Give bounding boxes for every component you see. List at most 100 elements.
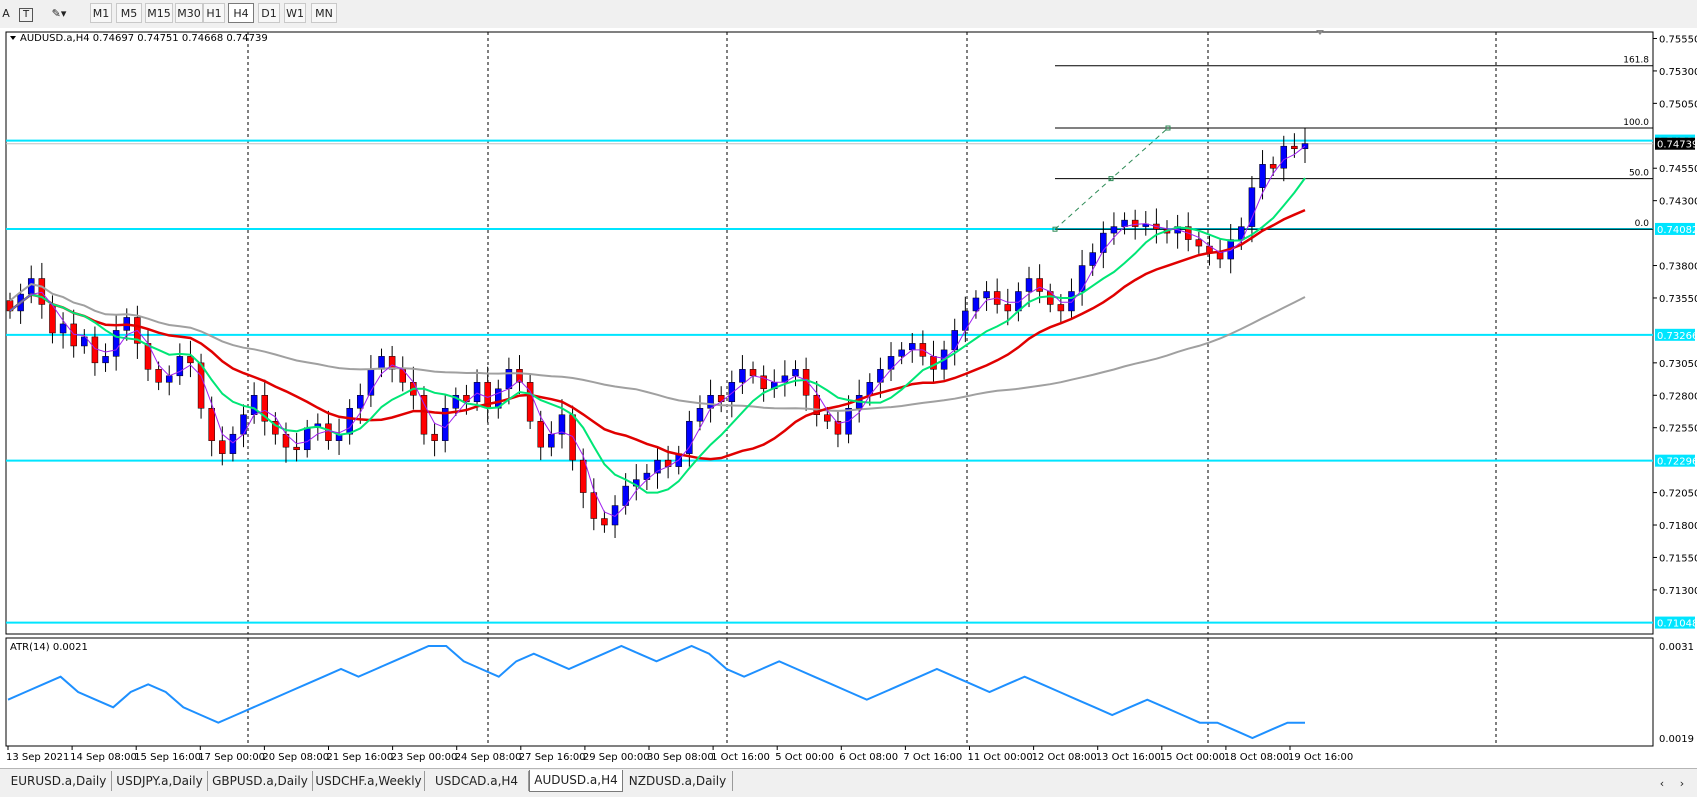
chart-tab[interactable]: USDCHF.a,Weekly	[313, 771, 425, 791]
chart-area[interactable]: 0.75550 0.75300 0.75050 0.74550 0.74300 0.738…	[0, 28, 1697, 768]
timeframe-w1-button[interactable]: W1	[284, 3, 306, 23]
price-axis-label: 0.71550	[1659, 553, 1697, 564]
time-axis-label: 13 Sep 2021	[6, 752, 69, 763]
fib-level-label: 0.0	[1635, 219, 1650, 229]
price-axis-label: 0.75300	[1659, 67, 1697, 78]
bearish-candle	[1195, 239, 1203, 247]
bullish-candle	[898, 349, 905, 357]
chart-shift-marker-icon	[1316, 30, 1324, 35]
fib-level-label: 50.0	[1629, 169, 1649, 179]
bearish-candle	[749, 369, 757, 377]
bullish-candle	[1025, 278, 1033, 292]
level-label: 0.72296	[1657, 457, 1697, 468]
bearish-candle	[930, 356, 937, 370]
ma-long-line	[9, 283, 1306, 412]
bearish-candle	[813, 395, 820, 415]
bullish-candle	[1100, 232, 1107, 253]
chart-tab[interactable]: USDJPY.a,Daily	[112, 771, 208, 791]
text-label-icon: T	[19, 8, 33, 22]
bullish-candle	[1259, 164, 1266, 188]
chart-tab[interactable]: EURUSD.a,Daily	[6, 771, 112, 791]
bullish-candle	[548, 433, 555, 448]
chart-tab[interactable]: USDCAD.a,H4	[425, 771, 529, 791]
bullish-candle	[1121, 219, 1128, 227]
bullish-candle	[792, 369, 799, 377]
bearish-candle	[537, 420, 544, 448]
timeframe-m15-button[interactable]: M15	[145, 3, 173, 23]
bullish-candle	[1301, 143, 1309, 150]
bearish-candle	[420, 395, 428, 435]
timeframe-h4-button[interactable]: H4	[228, 3, 254, 23]
atr-axis-label: 0.0031	[1659, 642, 1694, 653]
bullish-candle	[696, 408, 704, 422]
tabs-scroll-right-icon[interactable]: ›	[1679, 777, 1685, 790]
atr-axis-label: 0.0019	[1659, 734, 1694, 745]
price-axis-label: 0.74550	[1659, 164, 1697, 175]
ma-slow-line	[9, 208, 1306, 461]
bullish-candle	[1078, 265, 1086, 292]
bullish-candle	[739, 369, 746, 383]
bearish-candle	[760, 375, 767, 390]
objects-menu-button[interactable]: ✎▾	[44, 3, 74, 23]
bullish-candle	[473, 382, 481, 403]
bearish-candle	[1269, 164, 1277, 169]
bullish-candle	[176, 356, 184, 377]
bearish-candle	[431, 433, 438, 441]
chart-header: AUDUSD.a,H4 0.74697 0.74751 0.74668 0.74…	[20, 33, 268, 44]
bearish-candle	[1216, 252, 1224, 260]
fib-anchor-point	[1165, 125, 1171, 131]
time-axis-label: 1 Oct 16:00	[711, 752, 770, 763]
bearish-candle	[1004, 304, 1012, 312]
bullish-candle	[1089, 252, 1096, 266]
timeframe-m30-button[interactable]: M30	[175, 3, 203, 23]
level-label-bg	[1655, 222, 1695, 235]
text-tool-t[interactable]: T	[16, 3, 36, 23]
timeframe-m1-button[interactable]: M1	[90, 3, 112, 23]
time-axis-label: 15 Oct 00:00	[1160, 752, 1225, 763]
time-axis-label: 19 Oct 16:00	[1288, 752, 1353, 763]
bullish-candle	[112, 330, 120, 357]
time-axis-label: 5 Oct 00:00	[775, 752, 834, 763]
bullish-candle	[250, 395, 258, 415]
toolbar: A T ✎▾ M1 M5 M15 M30 H1 H4 D1 W1 MN	[0, 0, 1697, 28]
bearish-candle	[590, 492, 598, 519]
bearish-candle	[325, 423, 332, 441]
bearish-candle	[261, 395, 269, 422]
chart-tab[interactable]: GBPUSD.a,Daily	[208, 771, 313, 791]
level-label: 0.74082	[1657, 225, 1697, 236]
fib-anchor-point	[1108, 176, 1114, 182]
timeframe-mn-button[interactable]: MN	[311, 3, 337, 23]
bearish-candle	[91, 336, 99, 364]
timeframe-d1-button[interactable]: D1	[258, 3, 280, 23]
bearish-candle	[1131, 219, 1139, 227]
bearish-candle	[293, 446, 300, 451]
time-axis-label: 6 Oct 08:00	[839, 752, 898, 763]
bullish-candle	[102, 356, 109, 364]
tabs-scroll-left-icon[interactable]: ‹	[1659, 777, 1665, 790]
bearish-candle	[38, 278, 46, 305]
bullish-candle	[654, 459, 661, 474]
time-axis-label: 7 Oct 16:00	[903, 752, 962, 763]
chart-tab[interactable]: NZDUSD.a,Daily	[623, 771, 733, 791]
chart-tab[interactable]: AUDUSD.a,H4	[529, 770, 623, 792]
fib-level-label: 100.0	[1623, 118, 1649, 128]
text-tool-a[interactable]: A	[2, 7, 10, 20]
bullish-candle	[972, 297, 980, 312]
bullish-candle	[59, 323, 67, 334]
time-axis-label: 21 Sep 16:00	[327, 752, 394, 763]
timeframe-h1-button[interactable]: H1	[203, 3, 225, 23]
price-axis-label: 0.72550	[1659, 424, 1697, 435]
bullish-candle	[81, 336, 88, 347]
time-axis-label: 13 Oct 16:00	[1096, 752, 1161, 763]
level-label-bg	[1655, 454, 1695, 467]
ma-mid-line	[9, 177, 1306, 494]
timeframe-m5-button[interactable]: M5	[116, 3, 142, 23]
level-label: 0.71048	[1657, 619, 1697, 630]
bearish-candle	[388, 356, 396, 370]
bearish-candle	[155, 369, 162, 383]
level-label-bg	[1655, 328, 1695, 341]
objects-icon: ✎▾	[51, 7, 67, 20]
level-label: 0.73266	[1657, 331, 1697, 342]
bearish-candle	[579, 459, 587, 493]
bullish-candle	[1110, 226, 1118, 234]
